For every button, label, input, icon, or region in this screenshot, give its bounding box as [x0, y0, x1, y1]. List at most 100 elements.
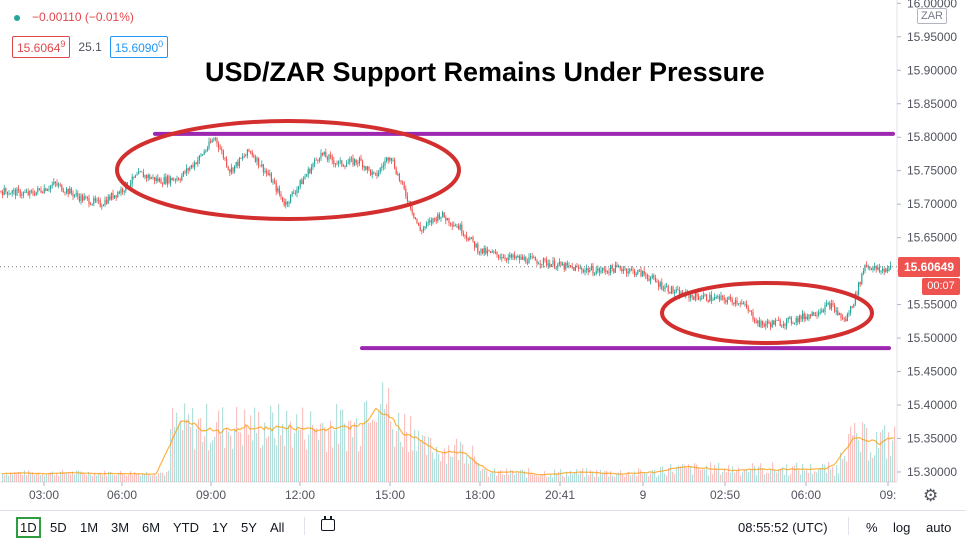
candle-body — [378, 172, 380, 177]
candle-body — [677, 289, 679, 291]
volume-bar — [838, 473, 840, 482]
candle-body — [354, 159, 356, 165]
volume-bar — [728, 465, 730, 482]
volume-bar — [206, 404, 208, 482]
period-1d[interactable]: 1D — [16, 517, 41, 538]
period-6m[interactable]: 6M — [142, 520, 161, 535]
volume-bar — [698, 467, 700, 482]
candle-body — [59, 184, 61, 186]
volume-bar — [170, 429, 172, 482]
candle-body — [162, 183, 164, 185]
candle-body — [307, 169, 309, 175]
toolbar-divider — [848, 517, 849, 535]
ask-box[interactable]: 15.60900 — [109, 36, 169, 58]
volume-bar — [768, 473, 770, 482]
volume-bar — [528, 468, 530, 482]
bid-box[interactable]: 15.60649 — [12, 36, 71, 58]
candle-body — [466, 235, 468, 239]
volume-bar — [422, 435, 424, 482]
candle-body — [776, 320, 778, 321]
volume-bar — [4, 475, 6, 482]
period-1y[interactable]: 1Y — [212, 520, 228, 535]
candle-body — [306, 174, 308, 177]
period-all[interactable]: All — [270, 520, 285, 535]
period-1m[interactable]: 1M — [80, 520, 99, 535]
volume-bar — [430, 437, 432, 482]
volume-bar — [638, 468, 640, 482]
period-3m[interactable]: 3M — [111, 520, 130, 535]
volume-bar — [262, 445, 264, 482]
volume-bar — [824, 464, 826, 482]
volume-bar — [438, 453, 440, 482]
candle-body — [450, 223, 452, 225]
volume-bar — [822, 464, 824, 482]
candle-body — [381, 166, 383, 169]
candle-body — [144, 175, 146, 178]
volume-bar — [796, 462, 798, 482]
gear-icon[interactable]: ⚙ — [923, 486, 939, 505]
log-toggle[interactable]: log — [893, 520, 911, 535]
candle-body — [37, 188, 39, 192]
candle-body — [102, 205, 104, 207]
candle-body — [517, 255, 519, 258]
period-5y[interactable]: 5Y — [241, 520, 257, 535]
candle-body — [598, 268, 600, 273]
volume-bar — [188, 414, 190, 482]
candle-body — [110, 193, 112, 200]
volume-bar — [616, 473, 618, 482]
candle-body — [464, 235, 466, 237]
candle-body — [50, 185, 52, 190]
candle-body — [674, 292, 676, 293]
candle-body — [242, 156, 244, 159]
candle-body — [109, 196, 111, 200]
utc-clock[interactable]: 08:55:52 (UTC) — [738, 520, 828, 535]
candle-body — [771, 320, 773, 328]
price-tick-label: 15.45000 — [907, 365, 957, 379]
candle-body — [715, 296, 717, 298]
candle-body — [317, 159, 319, 161]
volume-bar — [530, 473, 532, 482]
volume-bar — [260, 447, 262, 482]
volume-bar — [252, 440, 254, 482]
period-5d[interactable]: 5D — [50, 520, 67, 535]
candle-body — [594, 274, 596, 275]
candle-body — [530, 256, 532, 258]
auto-toggle[interactable]: auto — [926, 520, 952, 535]
volume-bar — [212, 440, 214, 482]
candle-body — [160, 178, 162, 184]
volume-bar — [710, 462, 712, 482]
candle-body — [746, 304, 748, 308]
volume-bar — [324, 427, 326, 482]
candle-body — [483, 248, 485, 254]
currency-label[interactable]: ZAR — [917, 8, 947, 24]
candle-body — [501, 257, 503, 259]
candle-body — [730, 297, 732, 300]
candle-body — [586, 268, 588, 270]
percent-toggle[interactable]: % — [866, 520, 878, 535]
calendar-icon[interactable] — [321, 516, 335, 531]
candle-body — [155, 177, 157, 181]
candle-body — [339, 160, 341, 162]
period-ytd[interactable]: YTD — [173, 520, 199, 535]
volume-bar — [592, 471, 594, 482]
volume-bar — [84, 474, 86, 482]
candle-body — [152, 177, 154, 178]
volume-bar — [296, 414, 298, 482]
candle-body — [134, 175, 136, 178]
volume-bar — [384, 409, 386, 482]
candle-body — [304, 176, 306, 179]
volume-bar — [340, 409, 342, 482]
volume-bar — [230, 435, 232, 482]
volume-bar — [628, 472, 630, 482]
candle-body — [208, 141, 210, 149]
volume-bar — [348, 421, 350, 482]
candle-body — [888, 268, 890, 272]
candlestick-series — [0, 136, 892, 331]
candle-body — [314, 159, 316, 164]
candle-body — [246, 149, 248, 156]
volume-bar — [522, 469, 524, 482]
volume-bar — [600, 469, 602, 482]
volume-bar — [128, 474, 130, 482]
candle-body — [469, 238, 471, 241]
candle-body — [635, 273, 637, 276]
